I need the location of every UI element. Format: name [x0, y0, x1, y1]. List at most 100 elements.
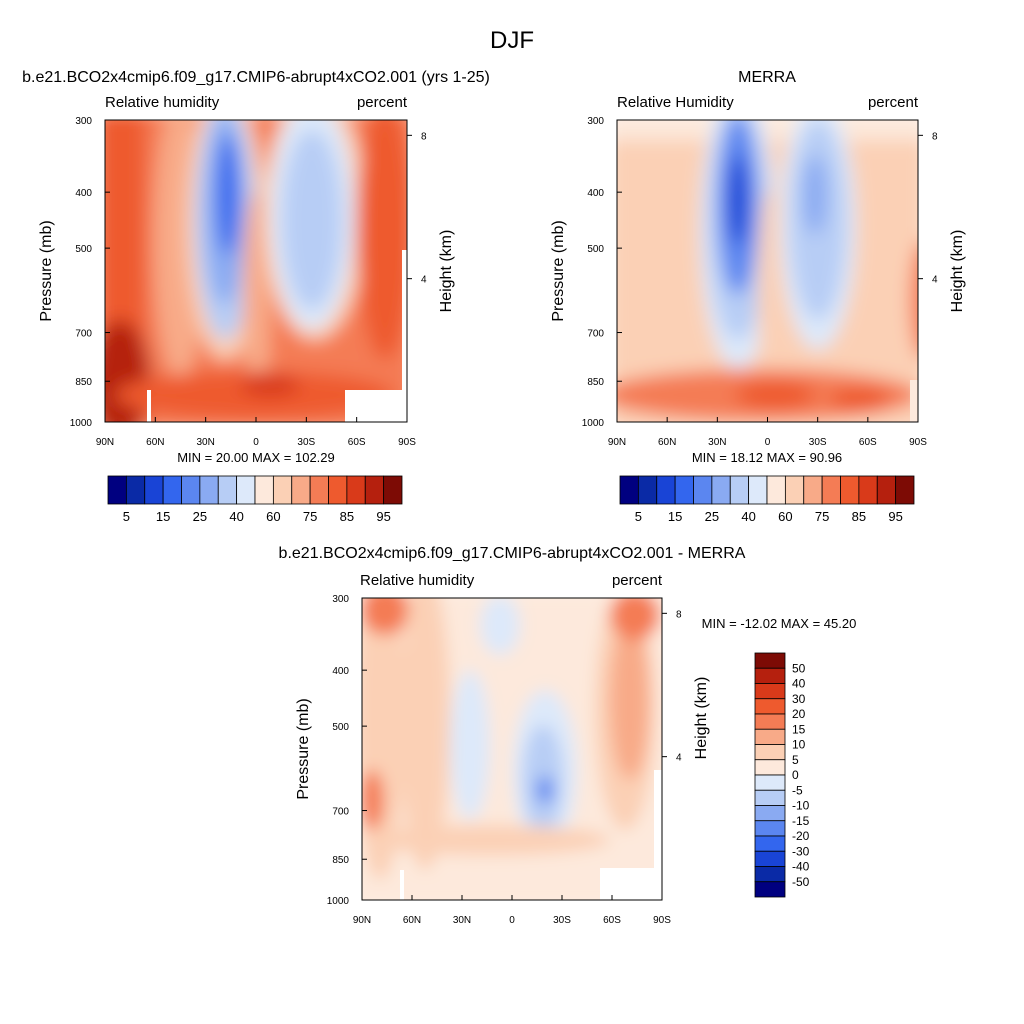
variable-label: Relative Humidity [617, 94, 734, 111]
x-ticks: 90N 60N 30N 0 30S 60S 90S [608, 417, 927, 448]
colorbar-swatch [383, 475, 403, 505]
colorbar-swatch [754, 866, 786, 883]
heatmap-field [617, 120, 918, 422]
y-ticks-right: 84 [918, 131, 938, 286]
colorbar-swatch [309, 475, 329, 505]
panel-obs: MERRA Relative Humidity percent [550, 69, 966, 465]
colorbar-swatch [754, 698, 786, 715]
missing-data [345, 390, 407, 422]
sh-60s-pos-core [610, 620, 650, 780]
colorbar-swatch [656, 475, 676, 505]
panel-title: b.e21.BCO2x4cmip6.f09_g17.CMIP6-abrupt4x… [279, 545, 746, 562]
colorbar-swatch [711, 475, 731, 505]
colorbar-label: 25 [705, 509, 719, 524]
x-tick-label: 60N [403, 915, 421, 926]
missing-data [654, 770, 662, 868]
upper-moist [617, 120, 918, 140]
colorbar-swatch [162, 475, 182, 505]
colorbar-swatch [803, 475, 823, 505]
y-tick-label: 300 [587, 116, 604, 127]
y-right-tick-label: 4 [676, 753, 682, 764]
x-tick-label: 30S [297, 437, 315, 448]
missing-data [400, 870, 404, 900]
nh-pos-low [362, 770, 384, 830]
heatmap-field [105, 120, 407, 422]
bl-core [240, 373, 300, 397]
colorbar-swatch [754, 652, 786, 669]
x-tick-label: 60N [146, 437, 164, 448]
x-tick-label: 30S [809, 437, 827, 448]
colorbar-swatch [199, 475, 219, 505]
colorbar-swatch [346, 475, 366, 505]
colorbar-swatch [754, 774, 786, 791]
x-tick-label: 90N [608, 437, 626, 448]
colorbar-swatch [674, 475, 694, 505]
colorbar-label: 20 [792, 707, 806, 721]
x-tick-label: 30N [196, 437, 214, 448]
x-ticks: 90N 60N 30N 0 30S 60S 90S [96, 417, 416, 448]
y-tick-label: 1000 [327, 896, 350, 907]
colorbar-label: 95 [376, 509, 390, 524]
colorbar-swatch [754, 759, 786, 776]
colorbar-label: 25 [193, 509, 207, 524]
colorbar-label: 75 [815, 509, 829, 524]
bl-positive [370, 825, 610, 855]
colorbar-label: -40 [792, 860, 810, 874]
eq-negative [480, 598, 520, 655]
colorbar-swatch [181, 475, 201, 505]
colorbar-label: 15 [792, 722, 806, 736]
min-max-stats: MIN = 20.00 MAX = 102.29 [177, 450, 335, 465]
colorbar-swatch [754, 881, 786, 898]
variable-label: Relative humidity [360, 572, 475, 589]
x-tick-label: 60S [348, 437, 366, 448]
y-axis-label: Pressure (mb) [295, 698, 312, 799]
colorbar-swatch [272, 475, 293, 505]
colorbar-swatch [784, 475, 805, 505]
sh-moist [357, 120, 407, 360]
missing-data [910, 380, 918, 422]
x-ticks: 90N 60N 30N 0 30S 60S 90S [353, 895, 671, 926]
y-ticks-right: 84 [407, 131, 427, 286]
colorbar-swatch [754, 820, 786, 837]
colorbar-label: 5 [635, 509, 642, 524]
y-right-tick-label: 8 [932, 131, 938, 142]
x-tick-label: 60N [658, 437, 676, 448]
panel-model: b.e21.BCO2x4cmip6.f09_g17.CMIP6-abrupt4x… [22, 69, 490, 465]
colorbar-label: -15 [792, 814, 810, 828]
y-tick-label: 700 [75, 329, 92, 340]
colorbar-swatch [754, 713, 786, 730]
y-axis-label-right: Height (km) [693, 677, 710, 760]
colorbar-swatch [754, 850, 786, 867]
y-tick-label: 500 [332, 722, 349, 733]
bl-core [735, 381, 815, 409]
y-tick-label: 850 [75, 377, 92, 388]
missing-data [147, 390, 151, 422]
x-tick-label: 30N [453, 915, 471, 926]
x-tick-label: 90N [96, 437, 114, 448]
y-ticks-right: 84 [662, 609, 682, 764]
colorbar-label: 50 [792, 661, 806, 675]
y-tick-label: 500 [587, 244, 604, 255]
colorbar-swatch [754, 728, 786, 745]
colorbar-swatch [125, 475, 146, 505]
colorbar-label: -20 [792, 829, 810, 843]
colorbar-label: 40 [792, 677, 806, 691]
missing-data [600, 868, 662, 900]
colorbar-swatch [821, 475, 841, 505]
sh-sub-negative-core [537, 776, 553, 804]
y-axis-label: Pressure (mb) [550, 220, 567, 321]
colorbar-label: -5 [792, 783, 803, 797]
y-tick-label: 400 [75, 188, 92, 199]
colorbar-label: 60 [266, 509, 280, 524]
colorbar-swatch [144, 475, 164, 505]
x-tick-label: 90S [653, 915, 671, 926]
colorbar-swatch [754, 683, 786, 700]
colorbar-swatch [236, 475, 256, 505]
colorbar-swatch [766, 475, 786, 505]
x-tick-label: 90S [909, 437, 927, 448]
colorbar-obs: 5 15 25 40 60 75 85 95 [619, 475, 915, 524]
y-tick-label: 1000 [70, 418, 93, 429]
y-right-tick-label: 4 [932, 275, 938, 286]
y-tick-label: 700 [332, 807, 349, 818]
